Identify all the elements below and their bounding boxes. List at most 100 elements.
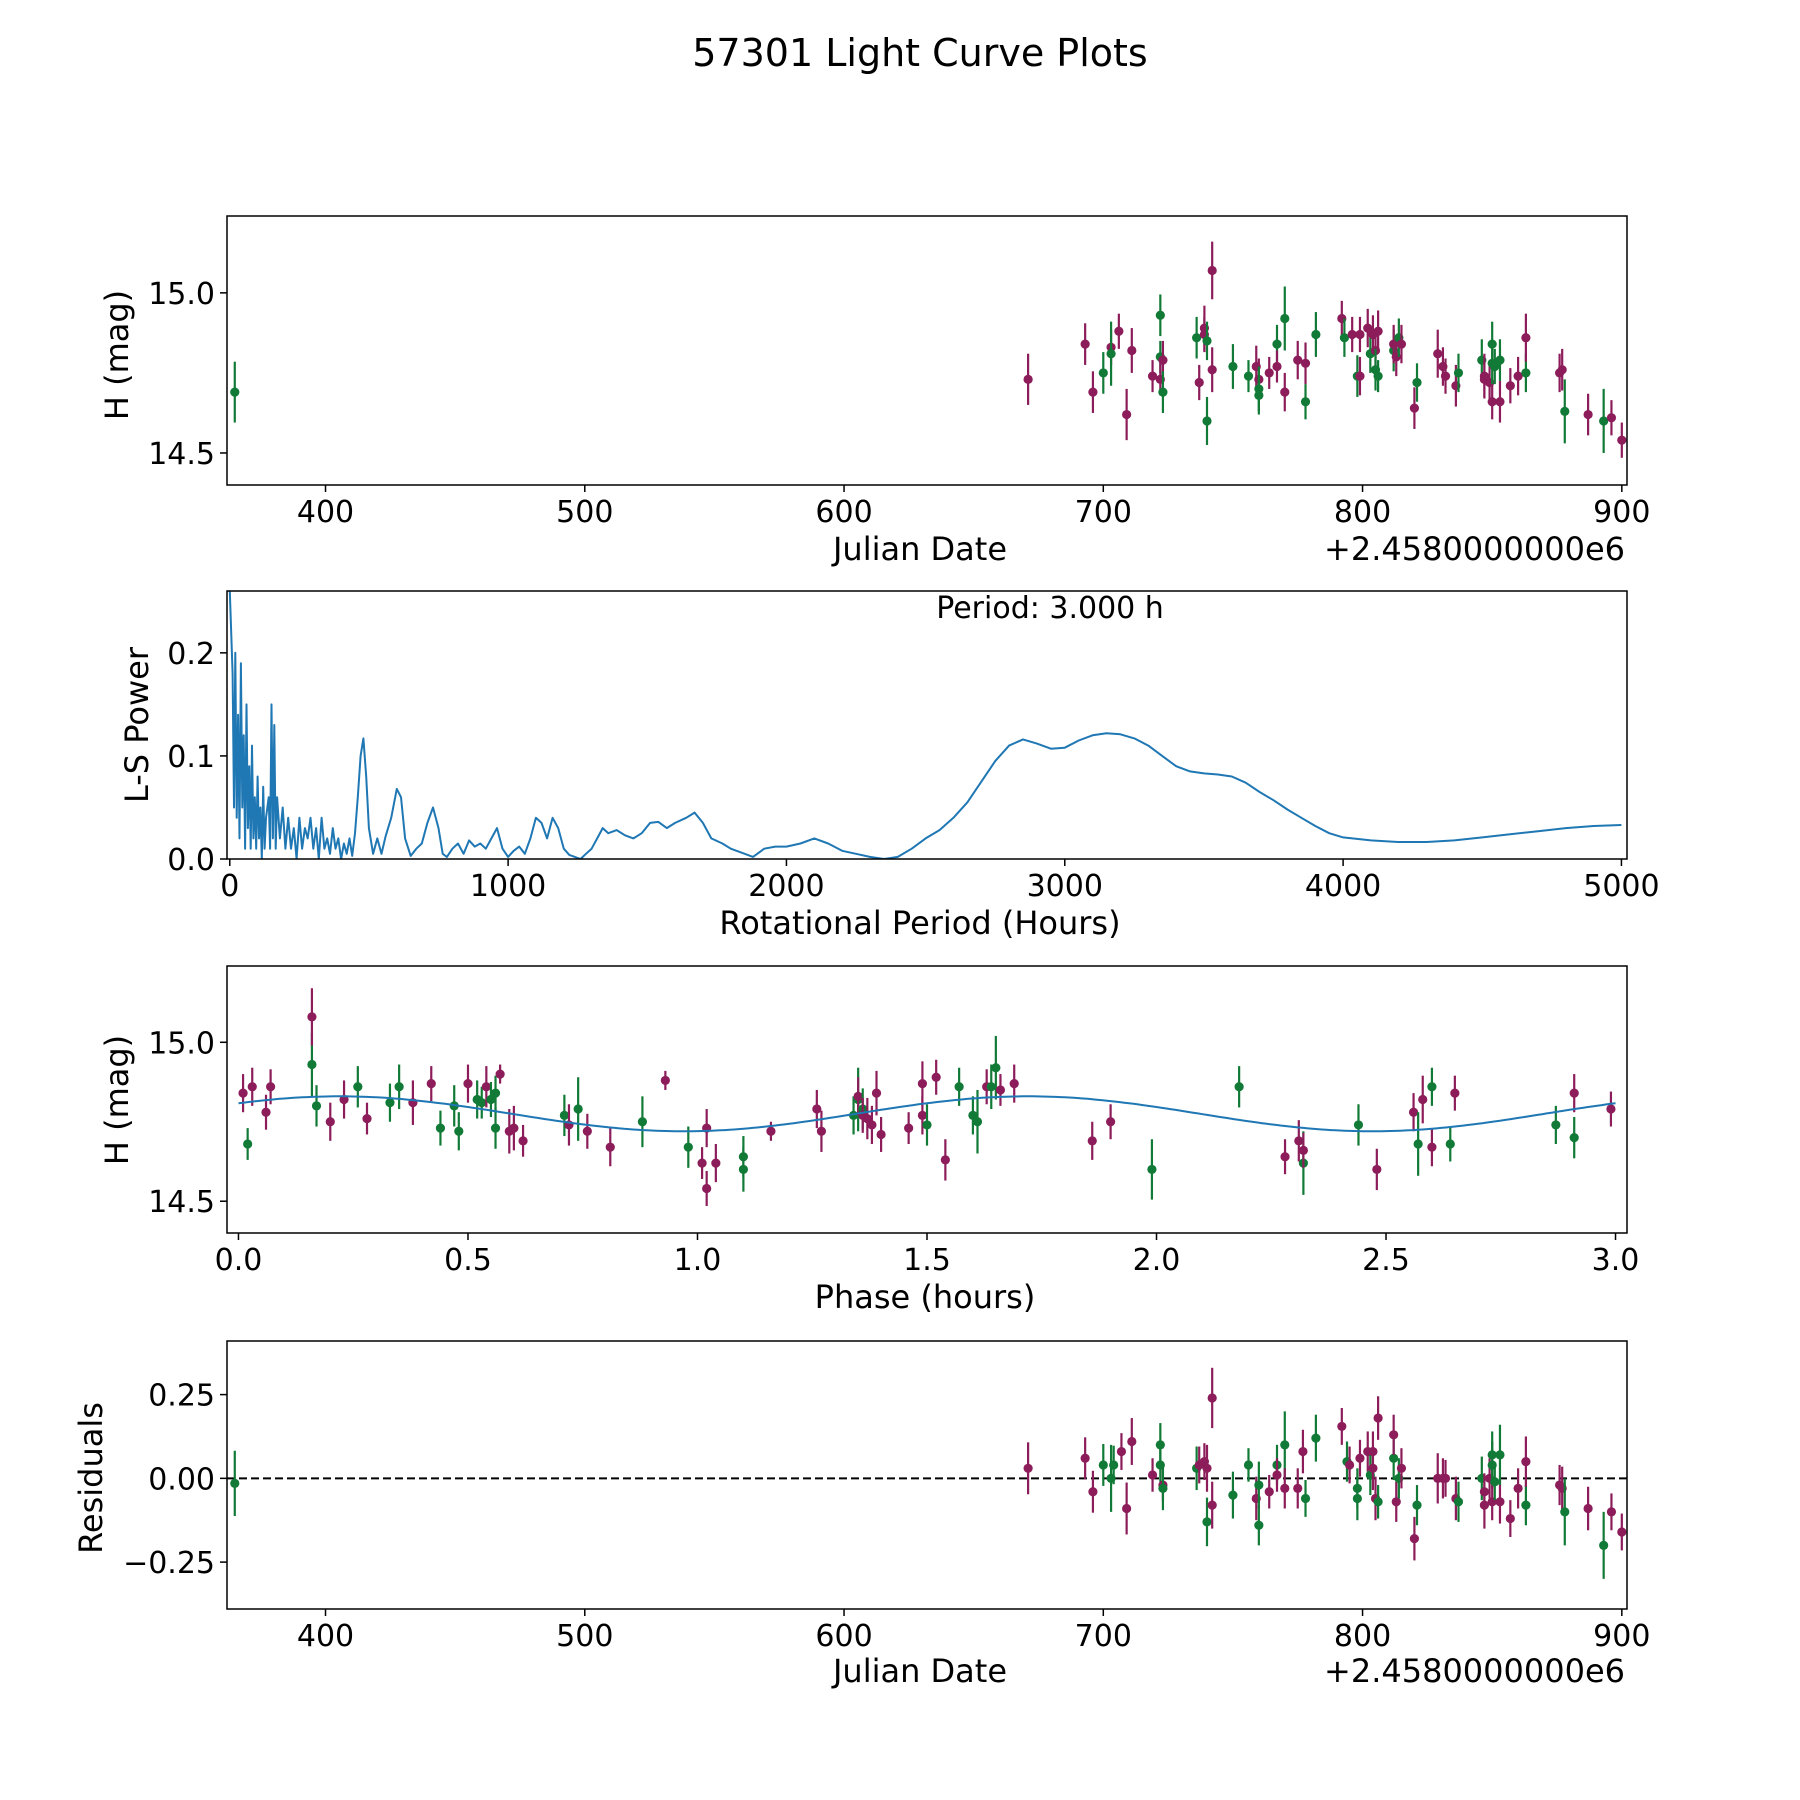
phased-data-point [1408, 1093, 1419, 1132]
point-marker [1347, 329, 1357, 340]
phased-data-point [243, 1128, 253, 1160]
point-marker [1228, 361, 1238, 372]
y-tick-label: 14.5 [148, 1185, 215, 1220]
residuals-data-point [1116, 1433, 1127, 1470]
periodogram-panel: 0 1000 2000 3000 4000 5000 0.0 0.1 0.2 Period: 3… [118, 590, 1660, 942]
x-tick-label: 400 [297, 495, 354, 530]
point-marker [1551, 1120, 1561, 1130]
point-marker [1234, 1082, 1244, 1092]
residuals-data-point [1298, 1429, 1308, 1474]
point-marker [1409, 403, 1420, 413]
point-marker [853, 1091, 863, 1101]
x-tick-label: 4000 [1305, 869, 1381, 904]
point-marker [1293, 355, 1303, 365]
point-marker [1116, 1446, 1127, 1457]
point-marker [1344, 1460, 1355, 1470]
lightcurve-data-point [1280, 372, 1290, 412]
point-marker [230, 1478, 240, 1488]
phased-data-point [922, 1104, 932, 1146]
point-marker [637, 1117, 648, 1127]
point-marker [1207, 365, 1217, 375]
phased-data-point [605, 1128, 615, 1167]
residuals-data-point [1495, 1480, 1505, 1524]
point-marker [1122, 409, 1132, 420]
lightcurve-xlabel: Julian Date [831, 530, 1007, 568]
point-marker [862, 1113, 872, 1124]
x-tick-label: 500 [556, 495, 613, 530]
point-marker [1272, 339, 1282, 349]
residuals-data-point [1344, 1446, 1355, 1484]
point-marker [1243, 1460, 1254, 1470]
phased-data-point [940, 1139, 950, 1181]
point-marker [1453, 368, 1464, 378]
point-marker [1355, 1453, 1365, 1463]
point-marker [1440, 371, 1451, 381]
point-marker [738, 1164, 748, 1175]
point-marker [1352, 1483, 1362, 1493]
y-tick-label: 15.0 [148, 277, 215, 312]
phased-data-point [1569, 1074, 1579, 1113]
lightcurve-data-point [1453, 353, 1464, 393]
lightcurve-data-point [1490, 348, 1500, 385]
point-marker [1413, 1139, 1423, 1149]
point-marker [1088, 387, 1098, 397]
lightcurve-data-point [1207, 347, 1217, 393]
x-tick-label: 900 [1593, 1619, 1650, 1654]
residuals-data-point [1098, 1444, 1108, 1486]
point-marker [1298, 1145, 1308, 1155]
phased-data-point [637, 1096, 648, 1148]
lightcurve-data-point [1147, 360, 1158, 393]
point-marker [1450, 1088, 1460, 1098]
residuals-data-point [1617, 1513, 1627, 1551]
phased-data-point [812, 1089, 822, 1129]
phased-data-point [325, 1102, 335, 1141]
phased-data-point [307, 988, 317, 1046]
point-marker [1207, 1500, 1217, 1510]
y-tick-label: 14.5 [148, 437, 215, 472]
lightcurve-data-point [1254, 376, 1264, 415]
lightcurve-data-point [1347, 316, 1357, 353]
phased-data-point [1234, 1066, 1244, 1108]
lightcurve-data-point [1311, 312, 1321, 357]
point-marker [1158, 1483, 1168, 1493]
phased-data-point [995, 1074, 1006, 1106]
phased-marks [238, 988, 1616, 1206]
residuals-data-point [1409, 1516, 1420, 1561]
point-marker [1599, 416, 1609, 426]
point-marker [1158, 355, 1168, 365]
lightcurve-data-point [1339, 318, 1350, 357]
point-marker [481, 1082, 491, 1092]
point-marker [1280, 387, 1290, 397]
lightcurve-data-point [1396, 324, 1407, 364]
point-marker [1521, 368, 1531, 378]
point-marker [1254, 1520, 1264, 1530]
lightcurve-data-point [1373, 310, 1383, 353]
point-marker [917, 1079, 928, 1089]
phased-data-point [904, 1112, 914, 1144]
lightcurve-axes-frame [226, 215, 1628, 486]
x-tick-label: 1.0 [674, 1243, 722, 1278]
point-marker [1617, 435, 1627, 445]
point-marker [1453, 1497, 1464, 1507]
lightcurve-data-point [1098, 352, 1108, 394]
point-marker [660, 1075, 670, 1086]
point-marker [1202, 1463, 1212, 1473]
point-marker [922, 1120, 932, 1130]
point-marker [385, 1098, 395, 1108]
lightcurve-data-point [1617, 422, 1627, 458]
point-marker [573, 1104, 583, 1114]
point-marker [1521, 1500, 1531, 1510]
point-marker [1202, 416, 1212, 426]
periodogram-line [228, 591, 1622, 859]
point-marker [968, 1110, 978, 1120]
residuals-data-point [1505, 1500, 1515, 1537]
residuals-data-point [1023, 1442, 1033, 1495]
phased-data-point [1427, 1128, 1437, 1167]
point-marker [243, 1139, 253, 1149]
point-marker [1280, 1483, 1290, 1493]
lightcurve-data-point [1355, 316, 1365, 353]
point-marker [362, 1113, 372, 1124]
point-marker [1487, 397, 1497, 407]
phased-data-point [1606, 1091, 1616, 1127]
